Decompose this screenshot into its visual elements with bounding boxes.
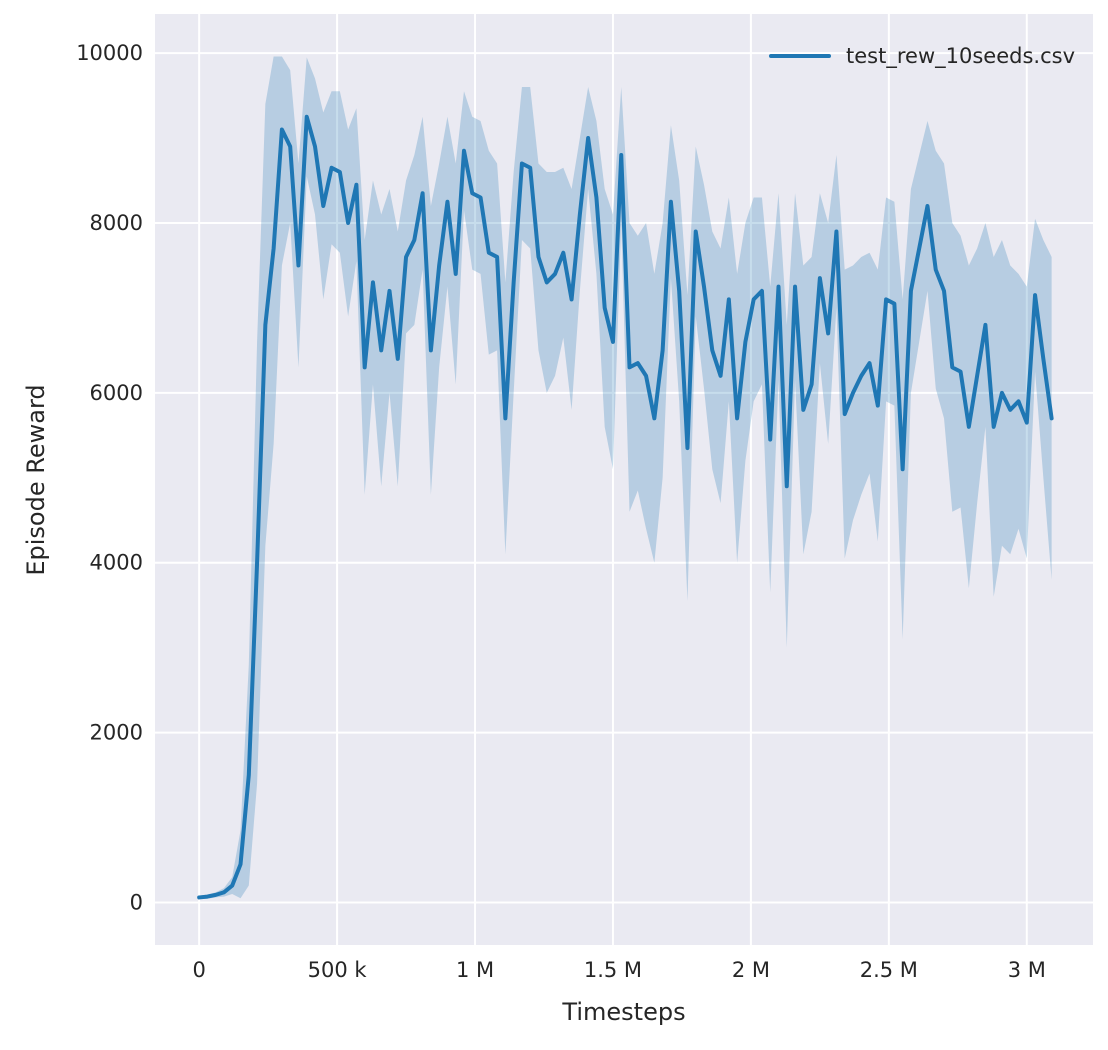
x-tick-label: 2 M [732, 958, 770, 982]
x-tick-label: 500 k [308, 958, 368, 982]
legend-line-sample [769, 54, 832, 58]
y-tick-label: 0 [130, 891, 143, 915]
axes-background [155, 14, 1093, 945]
y-tick-label: 10000 [76, 41, 143, 65]
x-tick-label: 1 M [456, 958, 494, 982]
y-tick-label: 4000 [90, 551, 143, 575]
y-axis-label: Episode Reward [22, 384, 50, 576]
y-tick-label: 2000 [90, 721, 143, 745]
x-tick-label: 3 M [1008, 958, 1046, 982]
x-axis-label: Timesteps [562, 998, 686, 1026]
mean-line [197, 114, 1054, 900]
x-tick-label: 0 [192, 958, 205, 982]
y-tick-label: 6000 [90, 381, 143, 405]
legend-label: test_rew_10seeds.csv [846, 44, 1075, 68]
x-tick-label: 2.5 M [860, 958, 918, 982]
legend: test_rew_10seeds.csv [769, 44, 1075, 68]
y-tick-label: 8000 [90, 211, 143, 235]
x-tick-label: 1.5 M [584, 958, 642, 982]
